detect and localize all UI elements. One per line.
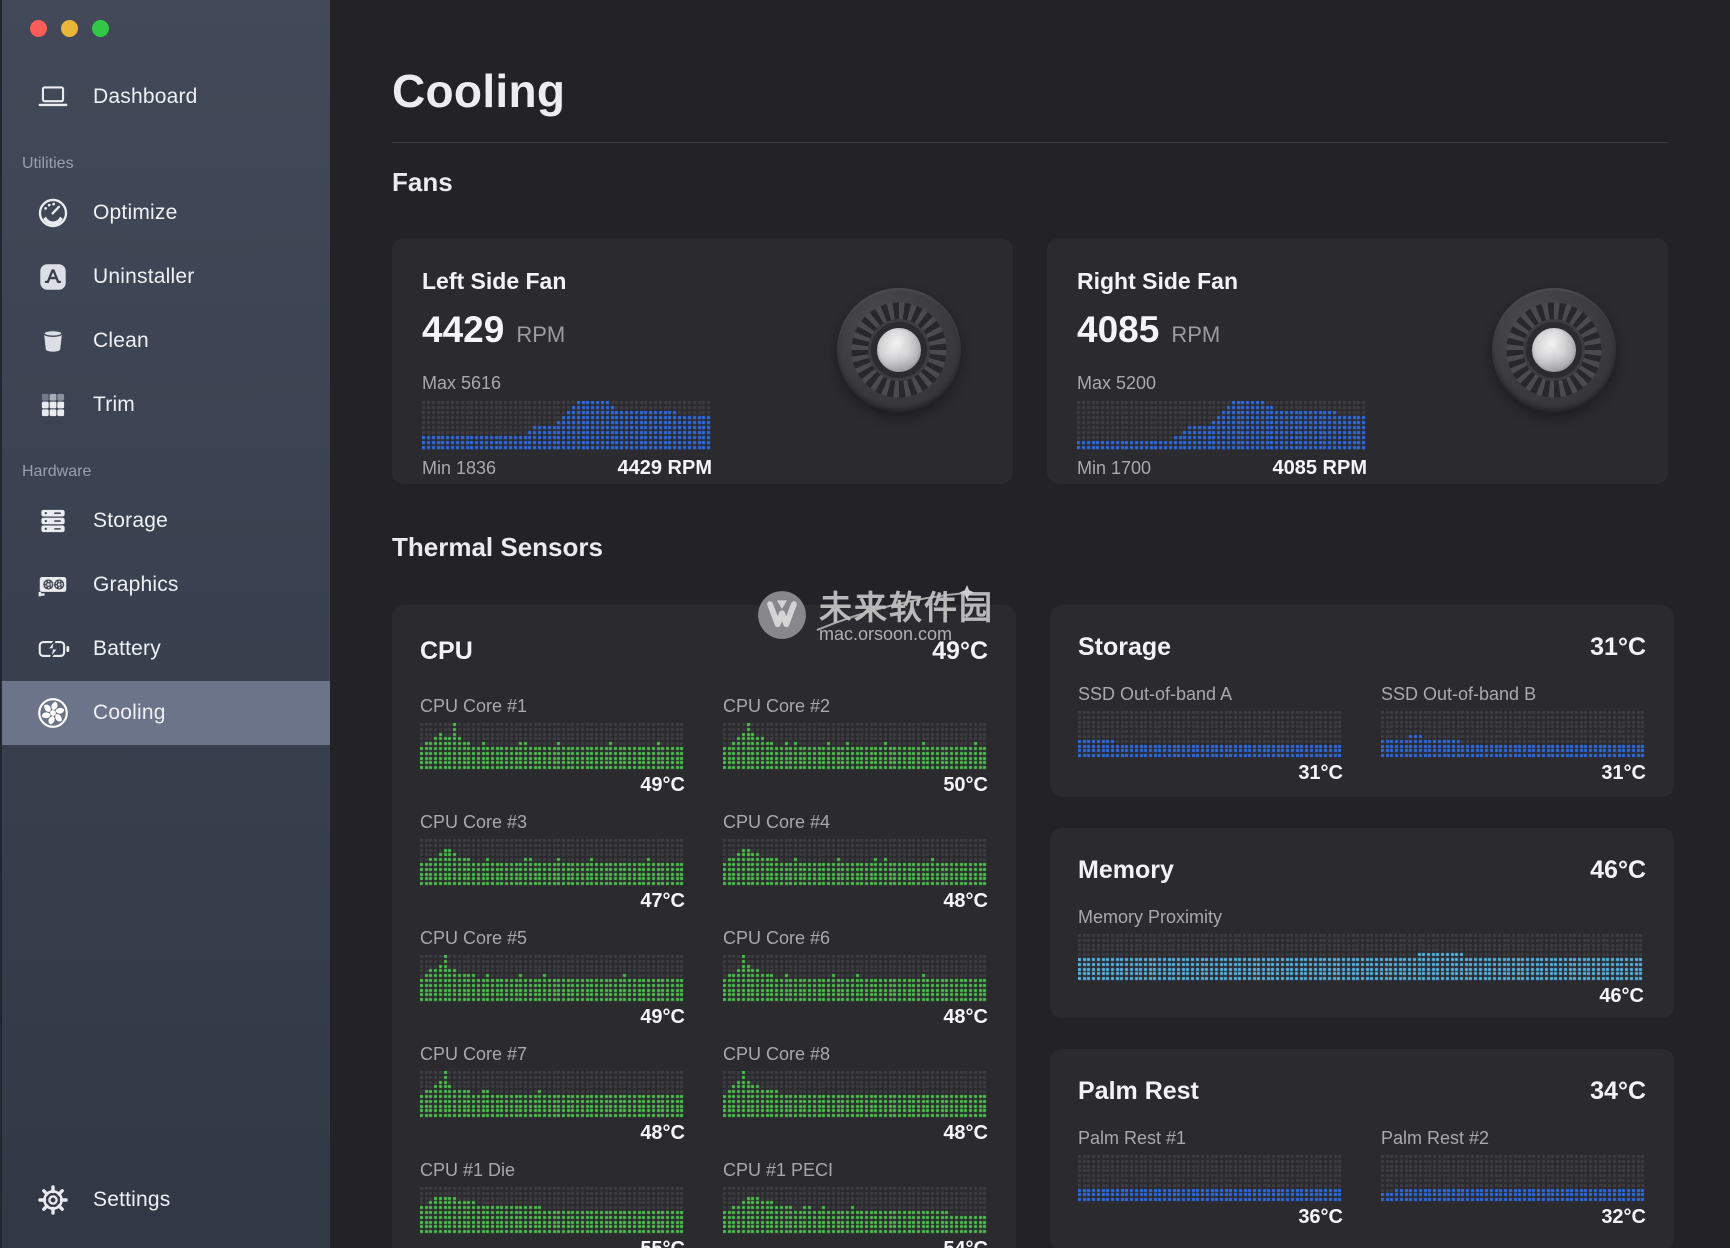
laptop-icon: [35, 79, 71, 115]
palm-rest-2-chart: [1381, 1155, 1646, 1203]
sidebar-item-graphics[interactable]: Graphics: [2, 553, 330, 617]
divider: [392, 142, 1668, 143]
sensor-cpu-die: CPU #1 Die 55°C: [420, 1160, 685, 1248]
fan-image: [1492, 288, 1616, 412]
thermal-grid: CPU 49°C CPU Core #1 49°C CPU Core #2 50…: [392, 605, 1674, 1248]
memory-proximity-chart: [1078, 934, 1644, 982]
right-fan-card: Right Side Fan 4085 RPM Max 5200 Min 170…: [1047, 238, 1668, 484]
sidebar-item-battery[interactable]: Battery: [2, 617, 330, 681]
sensor-cpu-core-6: CPU Core #6 48°C: [723, 928, 988, 1028]
cpu-core-8-chart: [723, 1071, 988, 1119]
cpu-peci-chart: [723, 1187, 988, 1235]
fan-rpm-value: 4085: [1077, 309, 1160, 350]
cpu-core-1-chart: [420, 723, 685, 771]
sidebar-item-trim[interactable]: Trim: [2, 373, 330, 437]
sensor-ssd-a: SSD Out-of-band A 31°C: [1078, 684, 1343, 784]
main-content[interactable]: Cooling Fans Left Side Fan 4429 RPM Max …: [330, 0, 1730, 1248]
fan-current-rpm: 4085 RPM: [1272, 457, 1368, 479]
palm-card-title: Palm Rest: [1078, 1077, 1199, 1105]
fan-current-rpm: 4429 RPM: [617, 457, 713, 479]
sensor-cpu-peci: CPU #1 PECI 54°C: [723, 1160, 988, 1248]
memory-card-title: Memory: [1078, 856, 1174, 884]
cpu-core-4-chart: [723, 839, 988, 887]
cpu-core-3-chart: [420, 839, 685, 887]
cpu-core-7-chart: [420, 1071, 685, 1119]
minimize-button[interactable]: [61, 20, 78, 37]
fan-min-label: Min 1836: [422, 458, 497, 478]
sidebar-item-settings[interactable]: Settings: [2, 1168, 330, 1232]
sidebar: Dashboard Utilities Optimize Uninstaller: [0, 0, 330, 1248]
sensor-cpu-core-4: CPU Core #4 48°C: [723, 812, 988, 912]
cpu-card-title: CPU: [420, 637, 473, 665]
palm-card-temp: 34°C: [1590, 1077, 1646, 1105]
page-title: Cooling: [392, 65, 566, 117]
fan-image: [837, 288, 961, 412]
storage-sensor-card: Storage 31°C SSD Out-of-band A 31°C SSD …: [1050, 605, 1674, 797]
sidebar-item-clean[interactable]: Clean: [2, 309, 330, 373]
right-fan-chart: [1077, 401, 1367, 451]
ssd-a-chart: [1078, 711, 1343, 759]
palm-rest-sensor-card: Palm Rest 34°C Palm Rest #1 36°C Palm Re…: [1050, 1049, 1674, 1248]
cpu-core-5-chart: [420, 955, 685, 1003]
sidebar-item-cooling[interactable]: Cooling: [2, 681, 330, 745]
sidebar-item-dashboard[interactable]: Dashboard: [2, 65, 330, 129]
sensor-cpu-core-1: CPU Core #1 49°C: [420, 696, 685, 796]
storage-card-temp: 31°C: [1590, 633, 1646, 661]
window-controls: [2, 20, 330, 37]
thermal-section-header: Thermal Sensors: [392, 532, 603, 562]
fan-rpm-value: 4429: [422, 309, 505, 350]
sidebar-item-optimize[interactable]: Optimize: [2, 181, 330, 245]
zoom-button[interactable]: [92, 20, 109, 37]
fan-min-label: Min 1700: [1077, 458, 1152, 478]
ssd-b-chart: [1381, 711, 1646, 759]
section-hardware: Hardware: [22, 463, 92, 480]
fan-icon: [35, 695, 71, 731]
app-store-icon: [35, 259, 71, 295]
cpu-core-6-chart: [723, 955, 988, 1003]
sensor-palm-rest-1: Palm Rest #1 36°C: [1078, 1128, 1343, 1228]
battery-bolt-icon: [35, 631, 71, 667]
sensor-cpu-core-7: CPU Core #7 48°C: [420, 1044, 685, 1144]
memory-sensor-card: Memory 46°C Memory Proximity 46°C: [1050, 828, 1674, 1018]
cpu-core-2-chart: [723, 723, 988, 771]
storage-card-title: Storage: [1078, 633, 1172, 661]
sensor-cpu-core-8: CPU Core #8 48°C: [723, 1044, 988, 1144]
memory-card-temp: 46°C: [1590, 856, 1646, 884]
sensor-palm-rest-2: Palm Rest #2 32°C: [1381, 1128, 1646, 1228]
left-fan-chart: [422, 401, 712, 451]
fans-grid: Left Side Fan 4429 RPM Max 5616 Min 1836…: [392, 238, 1668, 484]
sensor-cpu-core-2: CPU Core #2 50°C: [723, 696, 988, 796]
gear-icon: [35, 1182, 71, 1218]
section-utilities: Utilities: [22, 155, 74, 172]
cpu-sensor-card: CPU 49°C CPU Core #1 49°C CPU Core #2 50…: [392, 605, 1016, 1248]
sensor-memory-proximity: Memory Proximity 46°C: [1078, 907, 1644, 1007]
fan-max-label: Max 5200: [1077, 373, 1157, 393]
gpu-card-icon: [35, 567, 71, 603]
cpu-die-chart: [420, 1187, 685, 1235]
fan-max-label: Max 5616: [422, 373, 502, 393]
grid-icon: [35, 387, 71, 423]
cpu-card-temp: 49°C: [932, 637, 988, 665]
palm-rest-1-chart: [1078, 1155, 1343, 1203]
close-button[interactable]: [30, 20, 47, 37]
sidebar-item-storage[interactable]: Storage: [2, 489, 330, 553]
fan-name: Right Side Fan: [1077, 268, 1238, 294]
thermal-right-column: Storage 31°C SSD Out-of-band A 31°C SSD …: [1050, 605, 1674, 1248]
fan-name: Left Side Fan: [422, 268, 567, 294]
trash-bucket-icon: [35, 323, 71, 359]
sidebar-item-uninstaller[interactable]: Uninstaller: [2, 245, 330, 309]
fan-rpm-unit: RPM: [1171, 322, 1221, 347]
sensor-cpu-core-5: CPU Core #5 49°C: [420, 928, 685, 1028]
sensor-ssd-b: SSD Out-of-band B 31°C: [1381, 684, 1646, 784]
fan-rpm-unit: RPM: [516, 322, 566, 347]
sensor-cpu-core-3: CPU Core #3 47°C: [420, 812, 685, 912]
server-stack-icon: [35, 503, 71, 539]
fans-section-header: Fans: [392, 167, 453, 197]
left-fan-card: Left Side Fan 4429 RPM Max 5616 Min 1836…: [392, 238, 1013, 484]
gauge-icon: [35, 195, 71, 231]
